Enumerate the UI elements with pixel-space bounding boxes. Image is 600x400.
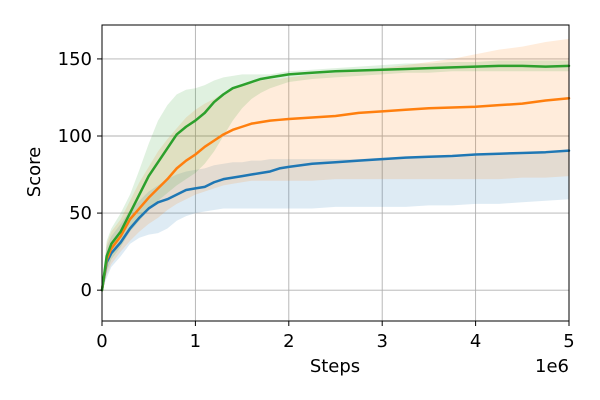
- x-tick-label: 2: [283, 331, 294, 352]
- x-axis-offset-label: 1e6: [535, 356, 569, 377]
- y-axis-ticks: 0 50 100 150: [58, 49, 102, 301]
- series-lines: [100, 64, 571, 292]
- y-tick-label: 150: [58, 49, 92, 70]
- y-tick-label: 0: [81, 280, 92, 301]
- y-axis-label: Score: [24, 147, 45, 197]
- x-tick-label: 4: [470, 331, 481, 352]
- x-tick-label: 5: [563, 331, 574, 352]
- plot-frame: [101, 24, 570, 322]
- series-2-band: [102, 38, 569, 291]
- x-axis-ticks: 0 1 2 3 4 5: [96, 321, 575, 352]
- x-tick-label: 1: [190, 331, 201, 352]
- series-3-line: [100, 64, 571, 292]
- series-2-line: [100, 96, 571, 292]
- series-1-band: [102, 151, 569, 291]
- x-tick-label: 3: [376, 331, 387, 352]
- series-3-band: [102, 60, 569, 291]
- x-tick-label: 0: [96, 331, 107, 352]
- y-tick-label: 100: [58, 126, 92, 147]
- series-1-line: [100, 149, 571, 292]
- confidence-bands: [102, 38, 569, 291]
- y-tick-label: 50: [69, 203, 92, 224]
- x-axis-label: Steps: [310, 356, 360, 377]
